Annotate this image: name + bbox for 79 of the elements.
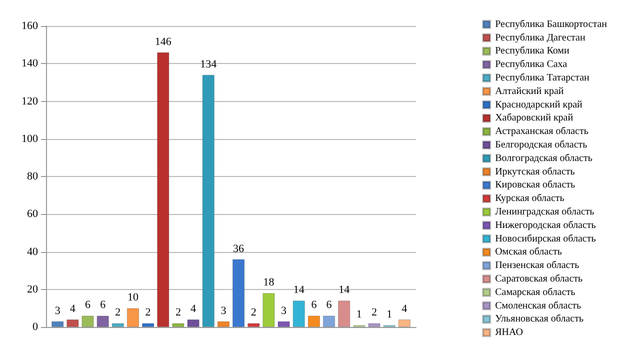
data-label: 18	[263, 276, 275, 289]
legend-label: Иркутская область	[495, 166, 576, 178]
y-tick-label: 120	[22, 95, 38, 108]
legend-label: Республика Дагестан	[495, 32, 586, 44]
legend-label: Волгоградская область	[495, 152, 593, 164]
bar	[232, 259, 245, 327]
data-label: 1	[356, 308, 362, 321]
bar	[262, 293, 275, 327]
legend-label: Ульяновская область	[495, 314, 584, 325]
legend-label: Республика Коми	[495, 46, 570, 57]
data-label: 2	[145, 306, 151, 319]
bar	[338, 300, 350, 327]
data-label: 6	[84, 299, 91, 312]
bar	[292, 300, 305, 327]
legend-label: Ленинградская область	[495, 206, 595, 218]
data-label: 14	[293, 284, 305, 296]
data-label: 4	[70, 302, 76, 315]
legend-label: Пензенская область	[495, 260, 580, 272]
bar	[112, 323, 124, 327]
legend-label: Курская область	[495, 193, 565, 204]
bar	[126, 308, 140, 327]
bar	[66, 319, 79, 327]
y-tick-label: 80	[27, 170, 38, 182]
bar	[142, 323, 154, 327]
y-tick-label: 40	[27, 246, 38, 258]
bar	[202, 74, 214, 327]
legend-label: Кировская область	[495, 180, 576, 191]
bar	[96, 316, 109, 327]
legend-label: Алтайский край	[495, 86, 564, 97]
data-label: 6	[100, 299, 106, 312]
legend-label: Нижегородская область	[495, 220, 596, 231]
bar	[322, 316, 336, 327]
bar	[187, 319, 200, 327]
bar	[248, 323, 260, 327]
legend-label: Белгородская область	[495, 140, 588, 150]
data-label: 10	[127, 292, 139, 304]
data-label: 146	[154, 36, 172, 48]
bar	[278, 321, 290, 327]
legend-label: Республика Татарстан	[495, 72, 590, 84]
data-label: 2	[115, 306, 121, 319]
data-label: 14	[338, 284, 350, 296]
bar	[52, 321, 64, 327]
legend-label: Республика Башкортостан	[495, 18, 608, 30]
data-label: 36	[233, 242, 245, 255]
y-tick-label: 160	[22, 20, 38, 32]
data-label: 4	[190, 302, 197, 315]
data-label: 6	[326, 299, 332, 312]
bar	[368, 323, 380, 327]
legend-label: Краснодарский край	[495, 99, 584, 110]
legend-label: Новосибирская область	[495, 233, 596, 244]
data-label: 3	[281, 304, 288, 317]
data-label: 6	[311, 299, 318, 312]
legend-label: ЯНАО	[495, 327, 523, 338]
data-label: 2	[372, 306, 378, 319]
data-label: 2	[175, 306, 181, 319]
data-label: 3	[220, 304, 227, 317]
bar	[82, 316, 94, 327]
data-label: 1	[386, 308, 392, 321]
data-label: 4	[402, 302, 408, 315]
legend-label: Смоленская область	[495, 300, 582, 312]
y-tick-label: 0	[32, 321, 38, 333]
data-label: 2	[250, 306, 256, 319]
bar	[157, 52, 170, 327]
bar	[172, 323, 184, 327]
bar	[217, 321, 230, 327]
legend-label: Хабаровский край	[495, 112, 574, 124]
y-tick-label: 20	[27, 283, 38, 296]
bar	[398, 319, 410, 327]
legend-label: Саратовская область	[495, 274, 584, 284]
legend-label: Астраханская область	[495, 126, 589, 138]
data-label: 134	[200, 58, 218, 70]
y-tick-label: 100	[22, 132, 38, 145]
y-tick-label: 140	[22, 58, 38, 70]
legend-label: Самарская область	[495, 286, 576, 298]
legend-label: Омская область	[495, 246, 562, 258]
legend-label: Республика Саха	[495, 59, 568, 70]
y-tick-label: 60	[27, 208, 38, 220]
bar	[308, 316, 320, 327]
data-label: 3	[54, 304, 61, 317]
